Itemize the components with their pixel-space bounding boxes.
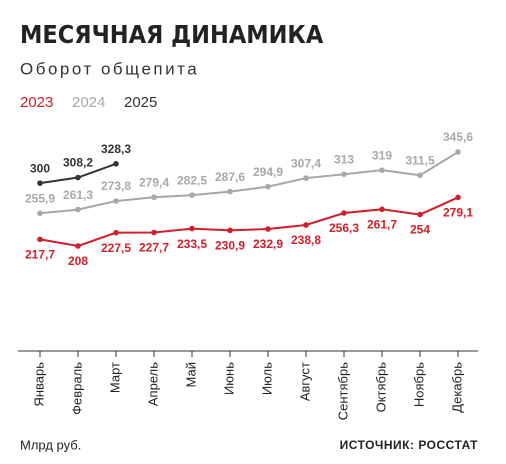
point xyxy=(113,161,119,167)
data-label: 308,2 xyxy=(63,156,93,170)
x-tick-label: Август xyxy=(297,362,312,401)
legend-entry: 2024 xyxy=(72,94,105,111)
data-label: 208 xyxy=(68,254,88,268)
chart-title: МЕСЯЧНАЯ ДИНАМИКА xyxy=(20,20,324,49)
point xyxy=(455,149,461,155)
x-tick-label: Май xyxy=(183,362,198,387)
data-label: 255,9 xyxy=(25,191,55,205)
data-label: 345,6 xyxy=(443,130,473,144)
data-label: 282,5 xyxy=(177,173,207,187)
series-line xyxy=(39,196,459,248)
data-label: 261,3 xyxy=(63,188,93,202)
point xyxy=(417,211,423,218)
point xyxy=(227,227,233,234)
point xyxy=(113,229,119,236)
x-tick-label: Январь xyxy=(31,362,46,407)
point xyxy=(151,194,157,201)
x-tick-label: Июль xyxy=(259,362,274,395)
chart-subtitle: Оборот общепита xyxy=(20,59,199,78)
point xyxy=(37,180,43,186)
point xyxy=(303,175,309,181)
data-label: 279,1 xyxy=(443,206,473,220)
x-tick-label: Ноябрь xyxy=(411,362,426,407)
series-line xyxy=(39,151,459,215)
x-tick-label: Апрель xyxy=(145,362,160,406)
point xyxy=(75,206,81,213)
source: ИСТОЧНИК: РОССТАТ xyxy=(340,438,479,452)
point xyxy=(265,183,271,190)
data-label: 217,7 xyxy=(25,248,55,262)
point xyxy=(75,243,81,249)
point xyxy=(189,225,195,232)
x-tick-label: Февраль xyxy=(69,362,84,415)
data-label: 256,3 xyxy=(329,221,359,235)
point xyxy=(113,198,119,204)
legend-entry: 2023 xyxy=(20,94,53,111)
point xyxy=(37,236,43,243)
point xyxy=(37,210,43,217)
x-tick-label: Октябрь xyxy=(373,362,388,413)
point xyxy=(341,171,347,178)
data-label: 273,8 xyxy=(101,179,131,193)
data-label: 261,7 xyxy=(367,217,397,231)
point xyxy=(455,194,461,201)
point xyxy=(341,210,347,216)
unit-label: Млрд руб. xyxy=(20,437,81,452)
data-label: 307,4 xyxy=(291,156,321,170)
data-label: 230,9 xyxy=(215,239,245,253)
point xyxy=(417,172,423,179)
data-label: 233,5 xyxy=(177,237,207,251)
data-label: 254 xyxy=(410,223,430,237)
point xyxy=(75,174,81,181)
x-tick-label: Июнь xyxy=(221,362,236,395)
x-tick-label: Сентябрь xyxy=(335,362,350,420)
data-label: 294,9 xyxy=(253,165,283,179)
data-label: 328,3 xyxy=(101,142,131,156)
point xyxy=(151,229,157,236)
data-label: 313 xyxy=(334,152,354,166)
data-label: 227,5 xyxy=(101,241,131,255)
data-label: 227,7 xyxy=(139,241,169,255)
data-label: 311,5 xyxy=(405,153,435,167)
data-label: 232,9 xyxy=(253,237,283,251)
x-tick-label: Декабрь xyxy=(449,362,464,413)
x-tick-label: Март xyxy=(107,362,122,393)
data-label: 287,6 xyxy=(215,170,245,184)
point xyxy=(265,226,271,232)
legend-entry: 2025 xyxy=(124,94,157,111)
point xyxy=(227,188,233,195)
point xyxy=(189,192,195,198)
data-label: 319 xyxy=(372,148,392,162)
data-label: 279,4 xyxy=(139,175,169,189)
data-label: 300 xyxy=(30,161,50,175)
point xyxy=(379,206,385,213)
point xyxy=(303,222,309,228)
data-label: 238,8 xyxy=(291,233,321,247)
point xyxy=(379,167,385,173)
